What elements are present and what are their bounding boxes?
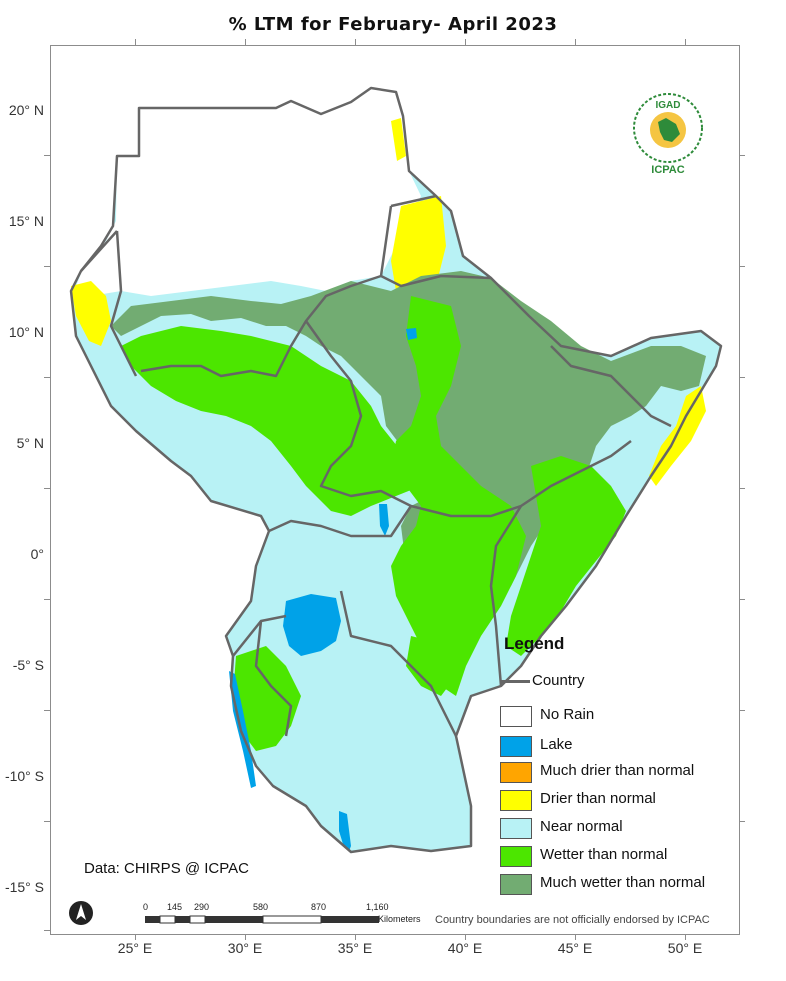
scale-label: 0 — [143, 902, 149, 912]
lat-tick — [44, 821, 50, 822]
icpac-logo: IGAD ICPAC — [630, 90, 706, 180]
legend-swatch — [500, 680, 530, 683]
region-no-rain — [76, 88, 421, 296]
logo-top-text: IGAD — [655, 100, 681, 111]
map-title: % LTM for February- April 2023 — [228, 14, 558, 35]
map-frame — [50, 45, 740, 935]
lat-label: 15° N — [8, 213, 44, 229]
scale-label: 580 — [253, 902, 269, 912]
scale-unit: Kilometers — [378, 914, 421, 924]
region-drier-somalia — [649, 386, 706, 486]
legend-label: No Rain — [540, 706, 595, 723]
lon-label: 30° E — [227, 940, 263, 956]
legend-swatch — [500, 846, 532, 867]
lon-tick — [465, 39, 466, 45]
logo-emblem — [633, 93, 703, 163]
legend-label: Much wetter than normal — [540, 874, 706, 891]
lat-tick — [44, 599, 50, 600]
region-wetter-south — [233, 646, 301, 751]
lake-tana — [406, 328, 417, 340]
legend-label: Near normal — [540, 818, 623, 835]
lat-label: 10° N — [8, 324, 44, 340]
lat-tick — [44, 930, 50, 931]
region-much-wetter — [111, 271, 706, 616]
lat-tick — [44, 488, 50, 489]
lon-tick — [135, 934, 136, 940]
lat-tick — [739, 155, 745, 156]
lon-label: 25° E — [117, 940, 153, 956]
lon-label: 50° E — [667, 940, 703, 956]
scale-label: 1,160 — [366, 902, 389, 912]
lon-tick — [575, 39, 576, 45]
lon-tick — [135, 39, 136, 45]
legend-label: Much drier than normal — [540, 762, 695, 779]
lon-tick — [355, 934, 356, 940]
logo-bottom-text: ICPAC — [651, 164, 685, 176]
lon-tick — [465, 934, 466, 940]
lon-tick — [575, 934, 576, 940]
lon-tick — [245, 39, 246, 45]
region-wetter-central — [121, 326, 441, 516]
region-wetter-horn — [506, 456, 626, 656]
legend-label: Drier than normal — [540, 790, 656, 807]
data-source: Data: CHIRPS @ ICPAC — [84, 860, 249, 877]
map-canvas — [69, 86, 723, 854]
scale-label: 145 — [167, 902, 183, 912]
lat-label: 20° N — [8, 102, 44, 118]
legend-title: Legend — [504, 634, 565, 653]
legend-label: Lake — [540, 736, 573, 753]
legend: Legend Country No Rain Lake Much drier t… — [500, 632, 740, 902]
lat-tick — [739, 821, 745, 822]
lat-label: 5° N — [16, 435, 44, 451]
legend-swatch — [500, 790, 532, 811]
lat-tick — [739, 599, 745, 600]
lon-tick — [245, 934, 246, 940]
lat-label: -5° S — [12, 657, 44, 673]
lon-tick — [355, 39, 356, 45]
scale-bar: 0 145 290 580 870 1,160 Kilometers — [140, 902, 440, 932]
lat-tick — [739, 266, 745, 267]
lon-label: 40° E — [447, 940, 483, 956]
legend-swatch — [500, 874, 532, 895]
lon-tick — [685, 934, 686, 940]
legend-swatch — [500, 818, 532, 839]
scale-label: 290 — [194, 902, 210, 912]
legend-label: Wetter than normal — [540, 846, 668, 863]
legend-swatch — [500, 762, 532, 783]
legend-swatch — [500, 706, 532, 727]
lat-tick — [44, 266, 50, 267]
lake-victoria — [283, 594, 341, 656]
region-drier-chad — [71, 281, 111, 346]
lake-malawi — [339, 811, 351, 851]
lake-turkana — [379, 504, 389, 536]
region-drier-sudan-north — [391, 118, 406, 161]
lat-tick — [739, 488, 745, 489]
lat-tick — [739, 710, 745, 711]
lat-label: -15° S — [4, 879, 44, 895]
scale-label: 870 — [311, 902, 327, 912]
lake-tanganyika — [229, 671, 256, 788]
disclaimer: Country boundaries are not officially en… — [435, 914, 710, 926]
lat-tick — [44, 377, 50, 378]
lat-label: 0° — [30, 546, 44, 562]
lon-label: 45° E — [557, 940, 593, 956]
scale-bar-graphic — [145, 915, 379, 924]
north-arrow-icon — [68, 900, 94, 926]
lat-tick — [44, 155, 50, 156]
lon-tick — [685, 39, 686, 45]
lon-label: 35° E — [337, 940, 373, 956]
lat-tick — [739, 377, 745, 378]
legend-swatch — [500, 736, 532, 757]
lat-label: -10° S — [4, 768, 44, 784]
country-boundaries — [69, 86, 723, 854]
region-wetter-tz — [406, 636, 456, 696]
legend-label: Country — [532, 672, 585, 689]
lat-tick — [44, 710, 50, 711]
